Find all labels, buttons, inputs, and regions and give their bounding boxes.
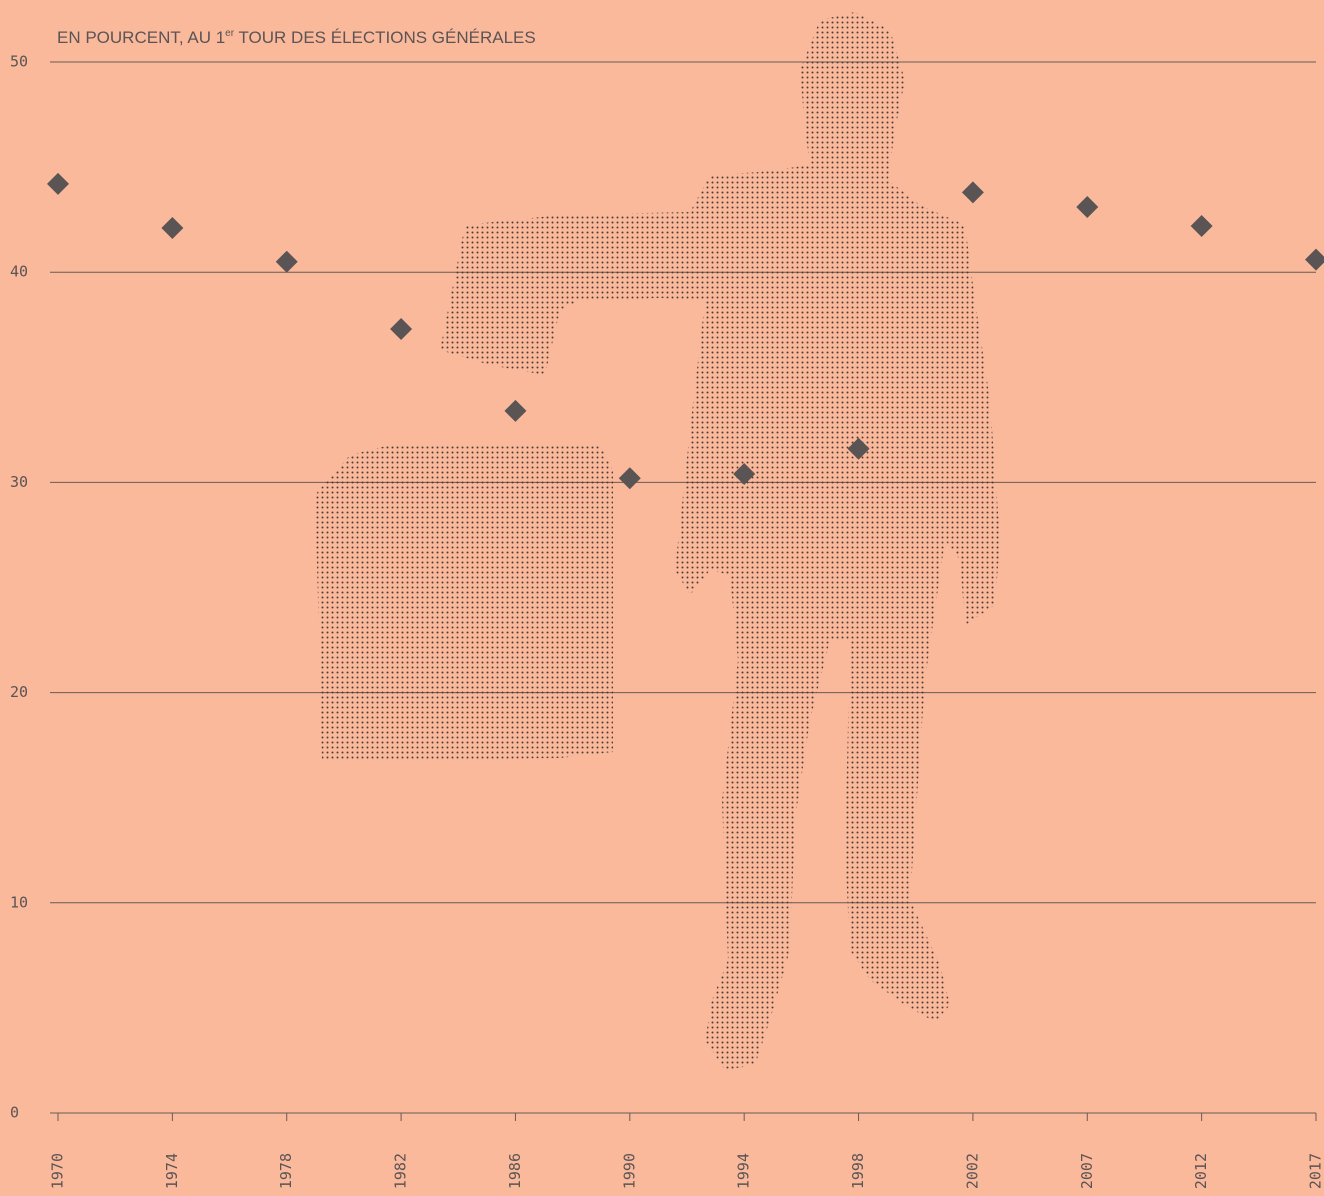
illustration xyxy=(315,12,1000,1070)
y-tick-label: 20 xyxy=(10,683,28,701)
x-tick-label: 2017 xyxy=(1307,1153,1324,1189)
y-tick-label: 40 xyxy=(10,263,28,281)
point xyxy=(1190,214,1213,237)
y-tick-label: 10 xyxy=(10,893,28,911)
x-tick-label: 1994 xyxy=(735,1153,753,1189)
x-tick-label: 2002 xyxy=(963,1153,981,1189)
voter-silhouette xyxy=(440,12,1000,1070)
y-tick-label: 30 xyxy=(10,473,28,491)
x-tick-label: 1970 xyxy=(49,1153,67,1189)
x-tick-label: 1974 xyxy=(163,1153,181,1189)
point xyxy=(275,250,298,273)
point xyxy=(733,462,756,485)
ballot-box xyxy=(315,445,613,760)
x-tick-label: 1990 xyxy=(620,1153,638,1189)
x-tick-label: 1986 xyxy=(506,1153,524,1189)
x-tick-label: 1998 xyxy=(849,1153,867,1189)
point xyxy=(390,317,413,340)
x-tick-label: 1982 xyxy=(392,1153,410,1189)
x-tick-label: 2012 xyxy=(1192,1153,1210,1189)
y-tick-label: 0 xyxy=(10,1104,19,1122)
point xyxy=(618,467,641,490)
point xyxy=(961,181,984,204)
subtitle: EN POURCENT, AU 1er TOUR DES ÉLECTIONS G… xyxy=(57,28,536,48)
subtitle-superscript: er xyxy=(225,28,235,39)
subtitle-part: EN POURCENT, AU 1 xyxy=(57,28,225,47)
point xyxy=(1076,196,1099,219)
point xyxy=(847,437,870,460)
x-tick-label: 2007 xyxy=(1078,1153,1096,1189)
point xyxy=(1305,248,1324,271)
point xyxy=(504,399,527,422)
x-tick-label: 1978 xyxy=(277,1153,295,1189)
point xyxy=(47,172,69,195)
point xyxy=(161,217,184,240)
subtitle-part: TOUR DES ÉLECTIONS GÉNÉRALES xyxy=(234,28,536,47)
y-tick-label: 50 xyxy=(10,53,28,71)
